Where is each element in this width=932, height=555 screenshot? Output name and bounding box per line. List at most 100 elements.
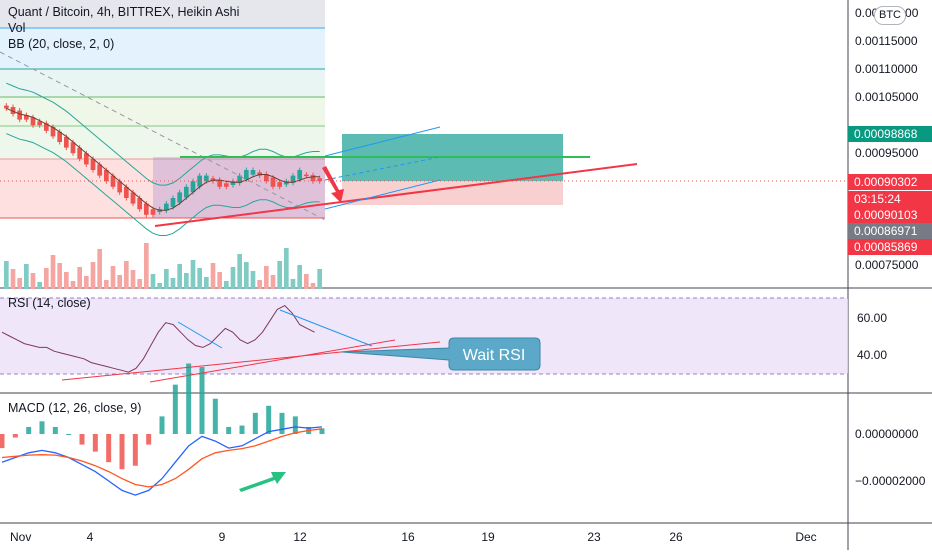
currency-badge[interactable]: BTC <box>874 6 906 25</box>
volume-bar <box>17 278 22 289</box>
volume-bar <box>184 273 189 289</box>
volume-bar <box>150 274 156 289</box>
support-trendline <box>154 163 638 227</box>
volume-bar <box>144 243 149 289</box>
channel-mid <box>324 156 441 181</box>
volume-bar <box>137 279 142 289</box>
price-tag-label: 03:15:24 <box>854 192 901 206</box>
stop-zone <box>342 181 563 205</box>
candle-body <box>90 158 96 170</box>
bb-legend[interactable]: BB (20, close, 2, 0) <box>8 37 115 51</box>
candle-body <box>50 127 56 137</box>
candle-body <box>37 121 42 126</box>
time-axis-label: 26 <box>669 530 683 544</box>
volume-bar <box>24 264 29 289</box>
volume-bar <box>204 277 209 289</box>
macd-legend[interactable]: MACD (12, 26, close, 9) <box>8 401 142 415</box>
macd-histogram-bar <box>239 425 245 434</box>
rsi-band <box>0 298 848 374</box>
candle-body <box>24 115 29 120</box>
legend-shade <box>0 0 325 28</box>
fib-band-5 <box>0 159 325 218</box>
price-tag-label: 0.00090302 <box>854 175 918 189</box>
channel-bottom <box>324 179 441 210</box>
vol-legend[interactable]: Vol <box>8 21 26 35</box>
volume-bar <box>70 281 76 289</box>
volume-bar <box>64 272 69 289</box>
volume-bar <box>10 269 16 289</box>
volume-bar <box>97 249 102 289</box>
price-tick-label: 0.00105000 <box>855 90 919 104</box>
rsi-support-line-2 <box>149 339 396 383</box>
rsi-legend[interactable]: RSI (14, close) <box>8 296 91 310</box>
volume-bar <box>130 270 136 289</box>
volume-bar <box>164 269 169 289</box>
bb-basis <box>6 107 320 211</box>
macd-histogram-bar <box>172 384 178 434</box>
candle-body <box>4 105 9 109</box>
rsi-tick-label: 40.00 <box>857 348 887 362</box>
candle-body <box>70 142 76 154</box>
price-tick-label: 0.00115000 <box>855 34 918 48</box>
macd-histogram-bar <box>12 434 18 438</box>
fib-band-4 <box>0 126 325 159</box>
candle-body <box>64 136 69 148</box>
volume-bar <box>284 248 289 289</box>
candle-body <box>44 123 49 131</box>
volume-bar <box>257 280 262 289</box>
candle-body <box>57 131 62 142</box>
macd-histogram-bar <box>252 412 258 434</box>
price-tag <box>848 223 932 239</box>
fib-band-2 <box>0 69 325 97</box>
candle-body <box>184 186 189 198</box>
symbol-title[interactable]: Quant / Bitcoin, 4h, BITTREX, Heikin Ash… <box>8 5 240 19</box>
macd-histogram-bar <box>79 434 85 445</box>
volume-bar <box>50 255 56 289</box>
candle-body <box>130 192 136 204</box>
volume-bar <box>84 276 89 289</box>
price-tick-label: 0.00110000 <box>855 62 918 76</box>
candle-body <box>124 186 129 198</box>
volume-bar <box>157 283 162 289</box>
volume-bar <box>104 280 109 289</box>
price-tag <box>848 126 932 142</box>
candle-body <box>197 175 202 187</box>
rsi-resistance-1 <box>177 321 223 349</box>
candle-body <box>137 198 142 210</box>
price-tag <box>848 191 932 207</box>
volume-bar <box>290 279 296 289</box>
fib-band-1 <box>0 28 325 69</box>
macd-histogram-bar <box>279 412 285 434</box>
time-axis-label: Nov <box>10 530 31 544</box>
volume-bar <box>110 266 116 289</box>
candle-body <box>317 178 322 182</box>
volume-bar <box>224 281 229 289</box>
macd-up-arrow <box>239 472 286 492</box>
wait-rsi-label: Wait RSI <box>463 347 526 364</box>
macd-line <box>1 426 323 496</box>
down-arrow <box>322 166 344 203</box>
volume-bar <box>210 263 216 289</box>
volume-bar <box>4 261 9 289</box>
volume-bar <box>297 265 302 289</box>
candle-body <box>104 170 109 182</box>
macd-histogram-bar <box>319 428 325 434</box>
macd-tick-label: 0.00000000 <box>855 427 919 441</box>
price-tag-label: 0.00090103 <box>854 208 918 222</box>
macd-histogram-bar <box>106 434 112 463</box>
bb-lower <box>6 133 320 236</box>
candle-body <box>97 164 102 176</box>
chart-legend: Quant / Bitcoin, 4h, BITTREX, Heikin Ash… <box>8 4 239 52</box>
price-tag-label: 0.00086971 <box>854 224 918 238</box>
time-axis-label: 23 <box>587 530 601 544</box>
macd-histogram-bar <box>226 426 232 434</box>
candle-body <box>284 181 289 185</box>
price-tag <box>848 239 932 255</box>
time-axis-label: 4 <box>87 530 94 544</box>
wait-rsi-callout <box>341 337 541 371</box>
candle-body <box>310 175 316 182</box>
macd-histogram-bar <box>39 421 45 434</box>
time-axis-label: 12 <box>293 530 307 544</box>
